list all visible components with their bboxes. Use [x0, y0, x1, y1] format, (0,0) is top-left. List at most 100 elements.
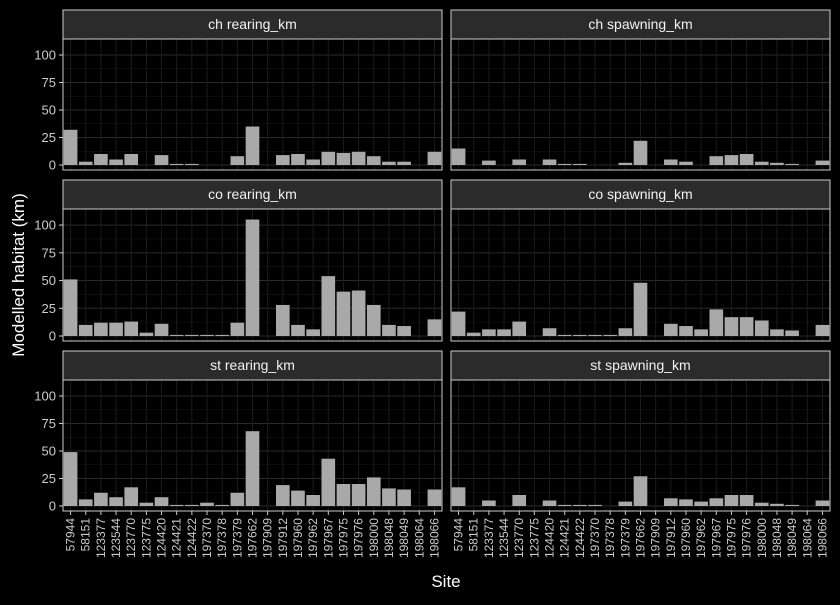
bar-st-rearing-km-197976 — [351, 484, 366, 506]
y-tick-label: 50 — [42, 103, 56, 118]
bar-co-spawning-km-123544 — [497, 329, 511, 336]
bar-ch-rearing-km-197912 — [275, 155, 290, 165]
bar-ch-rearing-km-124421 — [169, 163, 184, 165]
y-tick-label: 0 — [49, 329, 56, 344]
bar-co-spawning-km-197379 — [618, 328, 633, 336]
bar-st-spawning-km-123770 — [512, 495, 527, 506]
x-tick-label: 123775 — [139, 518, 153, 558]
x-tick-label: 197962 — [694, 518, 708, 558]
bar-co-rearing-km-198049 — [397, 326, 411, 336]
facet-panel-border — [62, 208, 443, 342]
bar-st-spawning-km-124421 — [557, 504, 572, 506]
bar-ch-spawning-km-123377 — [482, 160, 496, 165]
bar-co-spawning-km-197967 — [709, 309, 724, 336]
bar-ch-rearing-km-124420 — [154, 155, 169, 165]
x-tick-label: 123544 — [497, 518, 511, 558]
bar-st-rearing-km-57944 — [63, 452, 78, 506]
bar-ch-spawning-km-197967 — [709, 156, 724, 165]
bar-co-spawning-km-197912 — [663, 323, 678, 336]
x-tick-label: 198064 — [800, 518, 814, 558]
facet-strip — [62, 179, 443, 210]
x-tick-label: 57944 — [64, 518, 78, 552]
bar-co-spawning-km-124420 — [542, 328, 557, 336]
bar-ch-spawning-km-198066 — [815, 160, 830, 165]
x-tick-label: 197378 — [603, 518, 617, 558]
bar-st-spawning-km-197379 — [618, 501, 633, 506]
bar-co-rearing-km-197976 — [351, 290, 366, 336]
bar-st-rearing-km-124421 — [169, 504, 184, 506]
bar-ch-rearing-km-58151 — [78, 161, 93, 165]
x-tick-label: 197370 — [200, 518, 214, 558]
x-tick-label: 123377 — [94, 518, 108, 558]
bar-ch-spawning-km-197912 — [663, 159, 678, 165]
bar-co-rearing-km-123377 — [94, 322, 108, 336]
x-tick-label: 123544 — [109, 518, 123, 558]
bar-co-rearing-km-197662 — [245, 219, 260, 336]
bar-st-rearing-km-197912 — [275, 485, 290, 506]
bar-st-spawning-km-124422 — [573, 504, 587, 506]
bar-co-rearing-km-198048 — [382, 324, 396, 336]
bar-ch-rearing-km-197967 — [321, 151, 336, 165]
bar-co-spawning-km-198048 — [770, 329, 784, 336]
bar-co-rearing-km-123544 — [109, 322, 123, 336]
bar-co-spawning-km-198066 — [815, 324, 830, 336]
y-tick-label: 100 — [34, 389, 56, 404]
x-tick-label: 197379 — [230, 518, 244, 558]
x-tick-label: 197912 — [664, 518, 678, 558]
x-tick-label: 198000 — [367, 518, 381, 558]
x-tick-label: 197378 — [215, 518, 229, 558]
bar-st-spawning-km-123377 — [482, 500, 496, 506]
bar-co-rearing-km-124420 — [154, 323, 169, 336]
x-tick-label: 197379 — [618, 518, 632, 558]
y-tick-label: 0 — [49, 158, 56, 173]
bar-st-spawning-km-198066 — [815, 500, 830, 506]
bar-co-spawning-km-197962 — [694, 329, 708, 336]
bar-st-spawning-km-197912 — [663, 498, 678, 506]
facet-panel-border — [450, 38, 831, 171]
bar-ch-rearing-km-124422 — [185, 163, 199, 165]
facet-title-co-rearing-km: co rearing_km — [208, 186, 297, 202]
bar-st-rearing-km-198000 — [366, 477, 381, 506]
bar-st-rearing-km-197960 — [291, 490, 305, 506]
x-tick-label: 197662 — [634, 518, 648, 558]
x-tick-label: 198000 — [755, 518, 769, 558]
x-tick-label: 124420 — [155, 518, 169, 558]
x-tick-label: 123770 — [124, 518, 138, 558]
bar-co-rearing-km-197967 — [321, 276, 336, 336]
bar-ch-rearing-km-197379 — [230, 156, 245, 165]
bar-co-spawning-km-123770 — [512, 321, 527, 336]
y-tick-label: 25 — [42, 130, 56, 145]
x-tick-label: 57944 — [452, 518, 466, 552]
bar-co-rearing-km-197975 — [336, 291, 351, 336]
y-tick-label: 50 — [42, 273, 56, 288]
x-tick-label: 58151 — [79, 518, 93, 552]
bar-co-rearing-km-198066 — [427, 319, 442, 336]
bar-co-spawning-km-197960 — [679, 326, 693, 336]
x-tick-label: 198048 — [382, 518, 396, 558]
bar-co-spawning-km-57944 — [451, 311, 466, 336]
bar-ch-rearing-km-197662 — [245, 126, 260, 165]
x-tick-label: 197912 — [276, 518, 290, 558]
bar-co-rearing-km-123775 — [139, 332, 154, 336]
bar-st-rearing-km-197975 — [336, 484, 351, 506]
bar-st-rearing-km-197379 — [230, 492, 245, 506]
bar-st-spawning-km-197370 — [588, 504, 602, 506]
bar-co-rearing-km-124422 — [185, 334, 199, 336]
bar-st-rearing-km-198048 — [382, 488, 396, 506]
bar-ch-rearing-km-198049 — [397, 161, 411, 165]
bar-co-spawning-km-123377 — [482, 329, 496, 336]
bar-co-spawning-km-197975 — [724, 317, 739, 336]
x-tick-label: 124420 — [543, 518, 557, 558]
y-tick-label: 25 — [42, 471, 56, 486]
y-tick-label: 75 — [42, 416, 56, 431]
bar-ch-rearing-km-198000 — [366, 156, 381, 165]
bar-co-spawning-km-124421 — [557, 334, 572, 336]
x-tick-label: 198049 — [785, 518, 799, 558]
bar-co-spawning-km-198000 — [754, 320, 769, 336]
bar-ch-spawning-km-197960 — [679, 161, 693, 165]
bar-st-rearing-km-197378 — [215, 504, 230, 506]
bar-co-spawning-km-198049 — [785, 330, 799, 336]
x-tick-label: 124421 — [558, 518, 572, 558]
bar-co-rearing-km-197378 — [215, 334, 230, 336]
bar-st-spawning-km-57944 — [451, 487, 466, 506]
